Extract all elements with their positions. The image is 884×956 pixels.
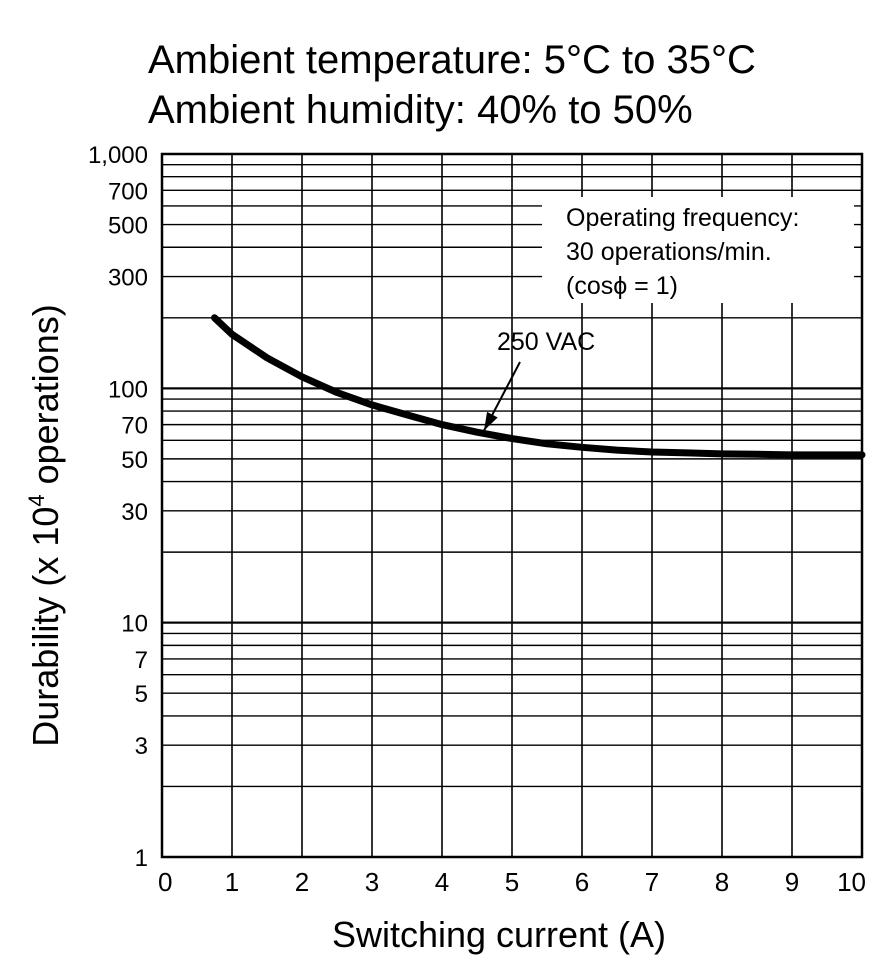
x-tick-label: 4 [435,867,449,897]
y-tick-label: 1,000 [88,142,148,169]
note-power-factor: (cosϕ = 1) [566,272,678,300]
x-tick-label: 6 [575,867,589,897]
y-tick-label: 70 [121,413,148,440]
y-tick-label: 500 [108,213,148,240]
x-tick-label: 7 [645,867,659,897]
y-tick-label: 3 [135,733,148,760]
x-tick-labels: 0 1 2 3 4 5 6 7 8 9 10 [158,867,866,897]
plot-frame [160,152,864,859]
y-tick-label: 300 [108,265,148,292]
y-tick-label: 5 [135,681,148,708]
chart-title-line-1: Ambient temperature: 5°C to 35°C [148,38,756,82]
x-tick-label: 9 [785,867,799,897]
series-label-250vac: 250 VAC [497,328,595,356]
y-axis-title: Durability (x 104 operations) [24,304,66,746]
y-tick-label: 30 [121,499,148,526]
note-background [542,197,854,303]
x-tick-label: 3 [365,867,379,897]
y-tick-label: 700 [108,178,148,205]
y-tick-label: 7 [135,647,148,674]
y-tick-labels: 1 3 5 7 10 30 50 70 100 300 500 700 1,000 [88,142,148,872]
series-line-250vac [211,314,866,459]
x-tick-label: 8 [715,867,729,897]
y-tick-label: 50 [121,447,148,474]
note-operations-per-min: 30 operations/min. [566,238,772,266]
y-tick-label: 100 [108,376,148,403]
x-tick-label: 2 [295,867,309,897]
note-operating-frequency: Operating frequency: [566,204,799,232]
y-axis-title-main: Durability (x 10 [25,507,66,747]
x-tick-label: 5 [505,867,519,897]
x-tick-label: 1 [225,867,239,897]
y-tick-label: 10 [121,611,148,638]
y-axis-title-exponent: 4 [24,494,49,506]
x-axis-title: Switching current (A) [332,914,666,955]
x-tick-label: 0 [158,867,172,897]
x-tick-label: 10 [837,867,866,897]
y-axis-title-tail: operations) [25,304,66,494]
chart-title-line-2: Ambient humidity: 40% to 50% [148,88,693,132]
annotation-arrowhead [484,411,498,431]
y-tick-label: 1 [135,845,148,872]
